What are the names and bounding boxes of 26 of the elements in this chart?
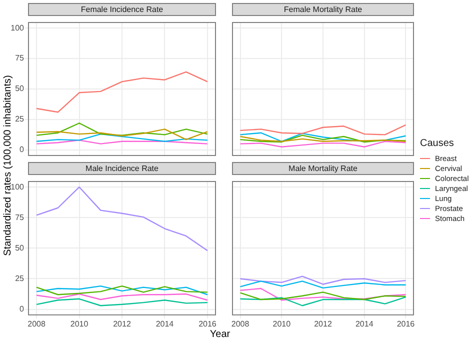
x-tick-label: 2010 — [70, 319, 89, 328]
y-tick-label: 50 — [15, 84, 25, 94]
y-tick-label: 100 — [10, 23, 25, 32]
x-tick-label: 2010 — [272, 319, 292, 328]
x-axis-title: Year — [208, 329, 232, 340]
y-tick-label: 25 — [15, 274, 25, 283]
chart-title: Male Incidence Rate — [28, 162, 216, 175]
x-tick-label: 2012 — [314, 319, 332, 328]
x-tick-label: 2014 — [355, 319, 374, 328]
y-tick-label: 50 — [15, 243, 25, 252]
y-tick-label: 0 — [20, 145, 25, 154]
x-tick-label: 2016 — [198, 319, 217, 328]
y-tick-label: 25 — [15, 114, 25, 124]
y-tick-label: 75 — [15, 212, 25, 222]
y-tick-label: 75 — [15, 54, 25, 63]
chart-title: Female Incidence Rate — [28, 3, 216, 16]
x-tick-label: 2012 — [113, 319, 132, 328]
y-tick-label: 100 — [10, 182, 25, 192]
legend-title: Causes — [420, 138, 455, 149]
x-tick-label: 2016 — [396, 319, 416, 328]
x-tick-label: 2008 — [231, 319, 250, 328]
y-tick-label: 0 — [20, 304, 25, 314]
x-tick-label: 2014 — [156, 319, 174, 328]
x-tick-label: 2008 — [28, 319, 46, 328]
chart-title: Male Mortality Rate — [232, 162, 414, 175]
chart-title: Female Mortality Rate — [232, 3, 414, 16]
